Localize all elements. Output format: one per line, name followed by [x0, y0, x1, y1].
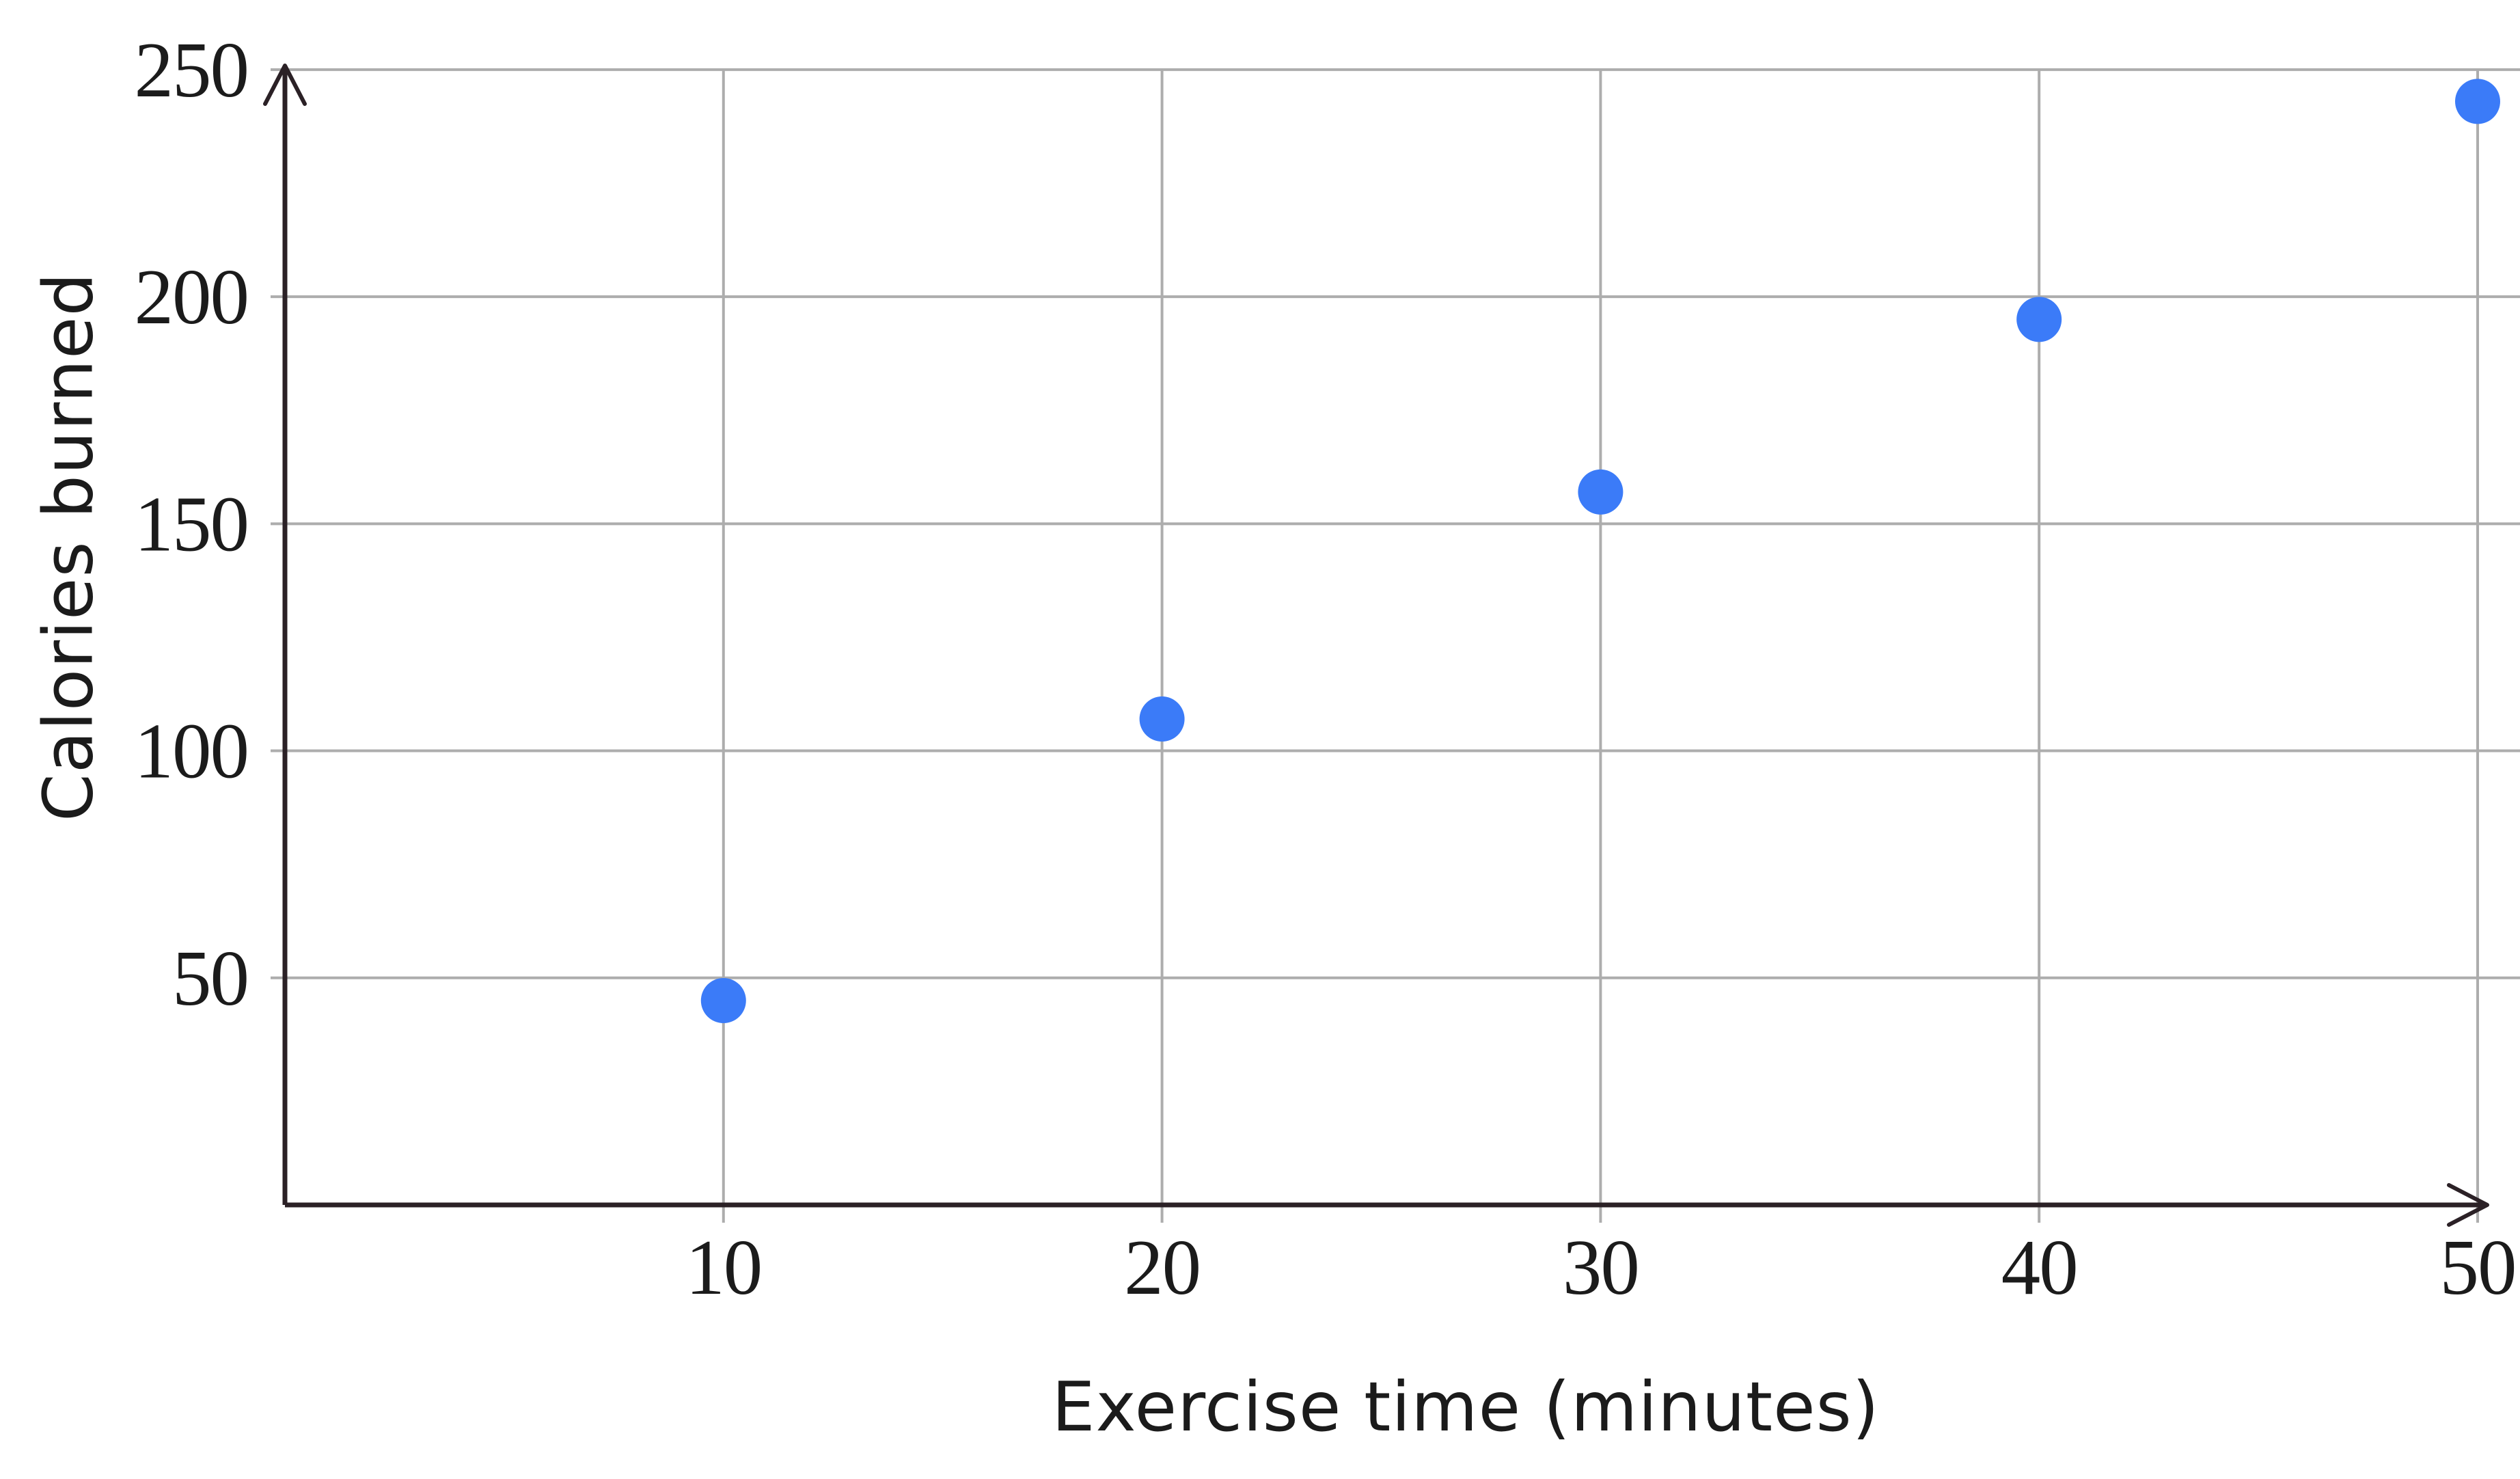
y-axis-arrow-icon: [263, 64, 307, 106]
x-axis-arrow-icon: [2447, 1183, 2489, 1227]
y-tick-label-250: 250: [135, 27, 249, 113]
x-axis-title: Exercise time (minutes): [1052, 1367, 1880, 1447]
x-tick-label-10: 10: [685, 1224, 761, 1311]
y-tick-label-100: 100: [135, 708, 249, 795]
y-tick-label-150: 150: [135, 480, 249, 567]
data-point-20-107: [1139, 696, 1185, 742]
y-tick-label-200: 200: [135, 254, 249, 340]
x-tick-label-20: 20: [1124, 1224, 1200, 1311]
data-point-40-195: [2016, 297, 2062, 342]
x-tick-labels: 10 20 30 40 50: [685, 1224, 2517, 1311]
x-tick-label-30: 30: [1563, 1224, 1639, 1311]
x-tick-label-50: 50: [2440, 1224, 2516, 1311]
y-tick-label-50: 50: [172, 935, 248, 1022]
data-point-50-243: [2455, 79, 2500, 124]
y-axis-title: Calories burned: [28, 272, 109, 822]
y-tick-labels: 50 100 150 200 250: [135, 27, 250, 1022]
data-point-10-45: [700, 978, 746, 1024]
axes: [263, 64, 2489, 1227]
x-tick-label-40: 40: [2001, 1224, 2077, 1311]
data-points: [700, 79, 2500, 1024]
gridlines: [271, 68, 2520, 1223]
data-point-30-157: [1578, 469, 1624, 515]
